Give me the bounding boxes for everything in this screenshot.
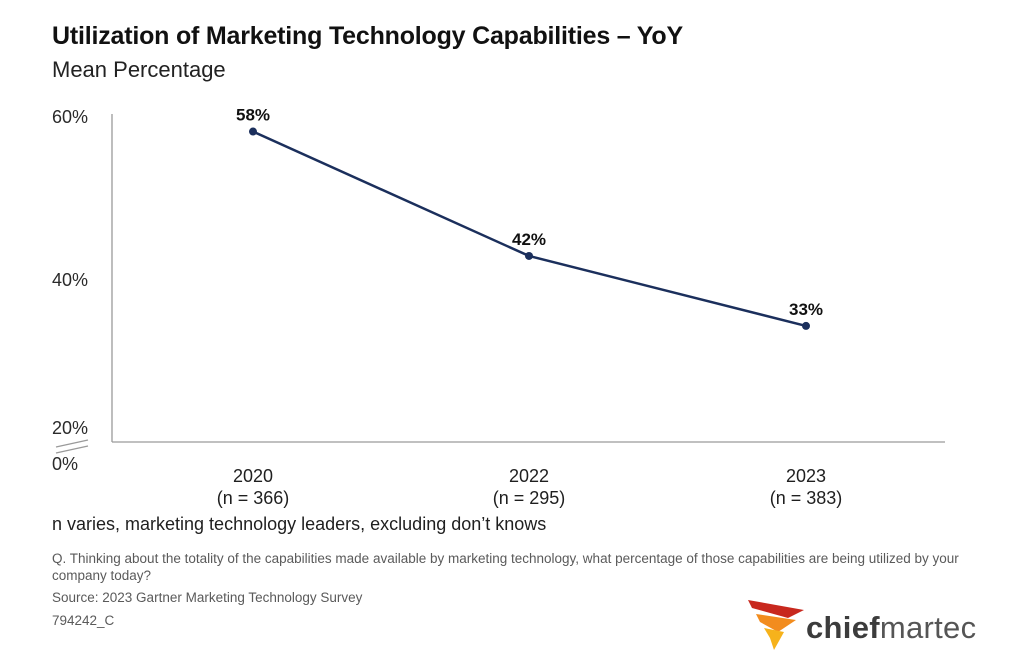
chiefmartec-logo-icon [748, 600, 804, 650]
data-point-2020 [249, 127, 257, 136]
x-category-sublabel: (n = 295) [493, 488, 566, 508]
chiefmartec-logo: chiefmartec [748, 596, 998, 652]
survey-question: Q. Thinking about the totality of the ca… [52, 551, 959, 583]
series-line [252, 130, 807, 328]
data-series [249, 127, 810, 330]
x-category-sublabel: (n = 383) [770, 488, 843, 508]
logo-text-bold: chief [806, 610, 880, 645]
line-chart: 60%40%20%0% 58%42%33% 2020(n = 366)2022(… [52, 106, 945, 508]
data-label-2023: 33% [789, 300, 823, 319]
data-label-2022: 42% [512, 230, 546, 249]
y-tick-label: 60% [52, 107, 88, 127]
axis-break-mark [55, 439, 89, 448]
axes [55, 114, 945, 454]
source-line: Source: 2023 Gartner Marketing Technolog… [52, 590, 363, 605]
y-tick-label: 20% [52, 418, 88, 438]
axis-break-mark [55, 445, 89, 454]
x-axis-labels: 2020(n = 366) 2022(n = 295) 2023(n = 383) [217, 466, 843, 508]
chart-title: Utilization of Marketing Technology Capa… [52, 22, 683, 50]
y-axis-ticks: 60% 40% 20% 0% [52, 107, 88, 474]
data-labels: 58% 42% 33% [236, 106, 823, 319]
x-category-label: 2022 [509, 466, 549, 486]
y-tick-label: 40% [52, 270, 88, 290]
data-point-2023 [802, 321, 810, 330]
figure-code: 794242_C [52, 613, 115, 628]
logo-text-light: martec [879, 610, 977, 645]
y-tick-label: 0% [52, 454, 78, 474]
sample-note: n varies, marketing technology leaders, … [52, 514, 547, 534]
x-category-label: 2020 [233, 466, 273, 486]
chart-subtitle: Mean Percentage [52, 57, 226, 82]
data-point-2022 [525, 251, 533, 260]
x-category-sublabel: (n = 366) [217, 488, 290, 508]
x-category-label: 2023 [786, 466, 826, 486]
logo-wordmark: chiefmartec [806, 610, 976, 646]
data-label-2020: 58% [236, 106, 270, 125]
